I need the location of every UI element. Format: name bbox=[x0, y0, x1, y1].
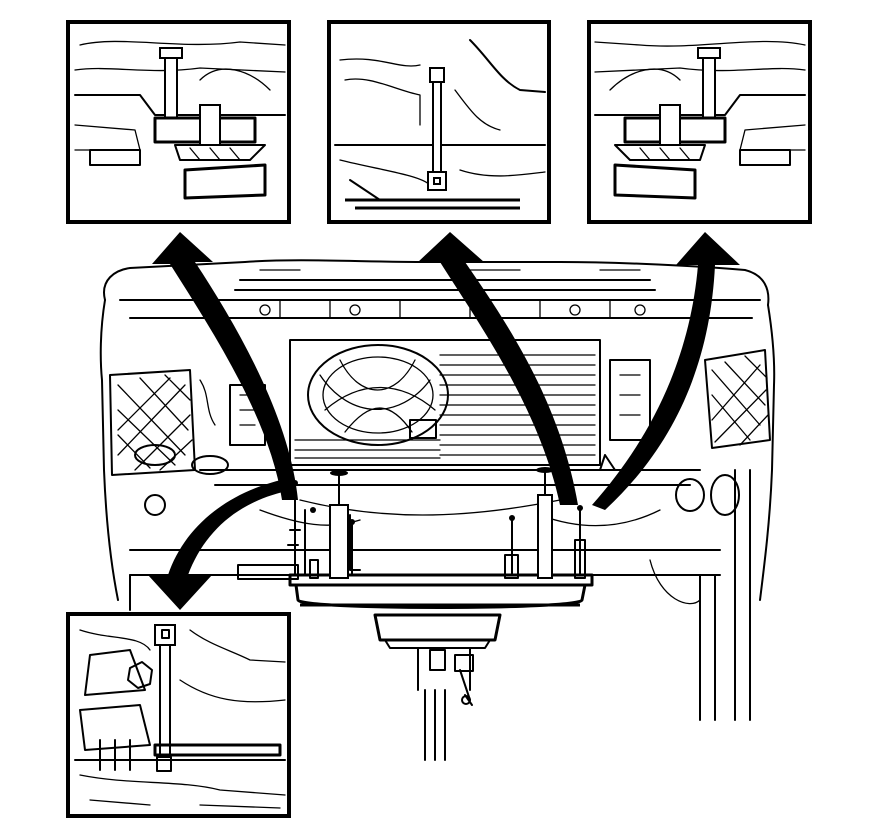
detail-front-right bbox=[587, 20, 812, 224]
detail-center bbox=[327, 20, 551, 224]
callout-arrows bbox=[148, 232, 740, 610]
detail-rear-left bbox=[66, 612, 291, 818]
arrow-to-detail-front-right bbox=[592, 232, 740, 510]
arrow-to-detail-rear-left bbox=[148, 478, 292, 610]
left-fog-lamp bbox=[109, 369, 229, 476]
right-fog-lamp bbox=[675, 349, 771, 516]
arrow-to-detail-center bbox=[418, 232, 578, 505]
cooling-fan bbox=[307, 344, 449, 446]
arrow-to-detail-front-left bbox=[152, 232, 298, 500]
detail-front-left bbox=[66, 20, 291, 224]
support-fixture bbox=[287, 467, 594, 761]
